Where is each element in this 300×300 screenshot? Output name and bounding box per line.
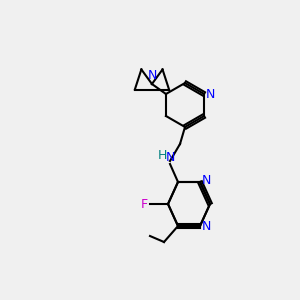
Text: N: N — [202, 220, 211, 233]
Text: F: F — [141, 197, 148, 211]
Text: H: H — [157, 149, 167, 162]
Text: N: N — [147, 69, 157, 82]
Text: N: N — [202, 175, 211, 188]
Text: N: N — [206, 88, 215, 100]
Text: N: N — [165, 151, 175, 164]
